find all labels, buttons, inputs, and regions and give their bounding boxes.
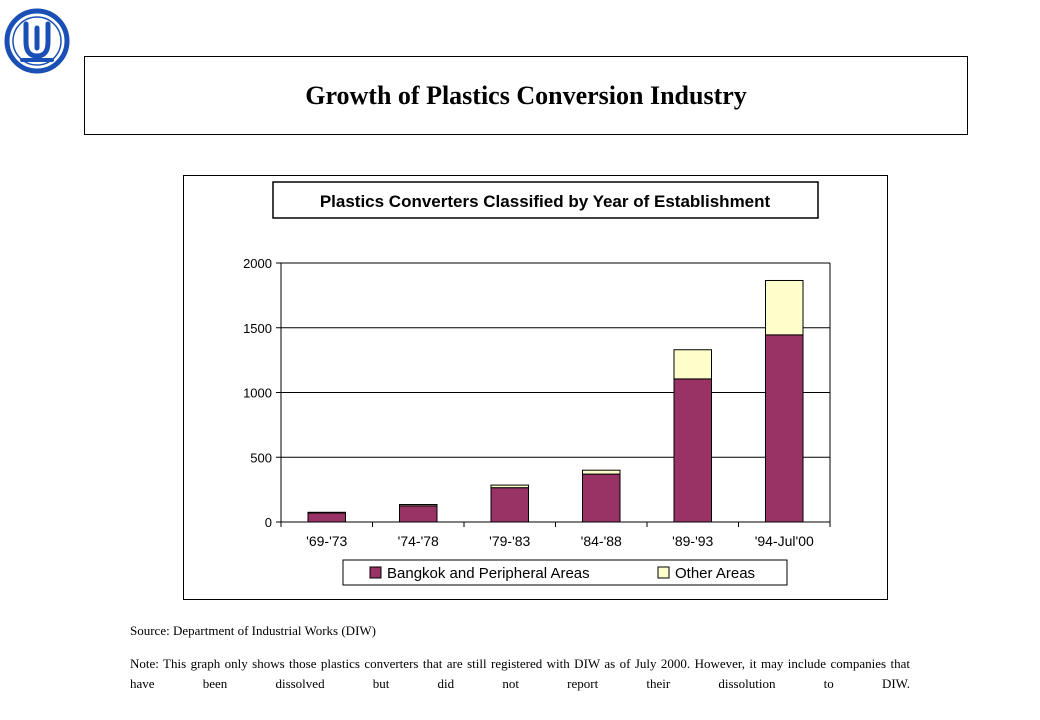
footnote: Note: This graph only shows those plasti… (130, 656, 910, 691)
x-tick-label: '69-'73 (306, 533, 347, 549)
legend-swatch (657, 566, 670, 579)
page-title-box: Growth of Plastics Conversion Industry (84, 56, 968, 135)
legend-box (342, 559, 788, 586)
chart-title: Plastics Converters Classified by Year o… (320, 192, 771, 211)
legend-label: Other Areas (675, 565, 755, 582)
y-tick-label: 500 (250, 450, 272, 465)
y-tick-label: 1000 (243, 386, 272, 401)
x-tick-label: '84-'88 (581, 533, 622, 549)
bar-other-areas (398, 504, 438, 507)
chart-title-box (272, 181, 819, 219)
x-tick-label: '89-'93 (672, 533, 713, 549)
y-tick-label: 0 (265, 515, 272, 530)
page-title: Growth of Plastics Conversion Industry (305, 80, 747, 110)
x-tick-label: '94-Jul'00 (755, 533, 814, 549)
chart: Plastics Converters Classified by Year o… (243, 181, 831, 586)
bar-bangkok (490, 487, 530, 523)
bar-bangkok (581, 473, 621, 523)
x-tick-label: '79-'83 (489, 533, 530, 549)
chart-frame: Plastics Converters Classified by Year o… (183, 175, 888, 600)
bar-bangkok (307, 512, 347, 523)
bar-other-areas (764, 279, 804, 336)
bar-other-areas (307, 511, 347, 514)
legend-swatch (369, 566, 382, 579)
bar-other-areas (581, 469, 621, 475)
bar-other-areas (490, 484, 530, 489)
bar-other-areas (673, 349, 713, 380)
bar-bangkok (673, 378, 713, 523)
legend-label: Bangkok and Peripheral Areas (387, 565, 590, 582)
diw-emblem-icon (4, 8, 70, 74)
x-tick-label: '74-'78 (398, 533, 439, 549)
y-tick-label: 1500 (243, 321, 272, 336)
bar-bangkok (398, 505, 438, 523)
source-note: Source: Department of Industrial Works (… (130, 623, 377, 638)
bar-bangkok (764, 334, 804, 523)
y-tick-label: 2000 (243, 256, 272, 271)
diw-logo (4, 8, 70, 74)
